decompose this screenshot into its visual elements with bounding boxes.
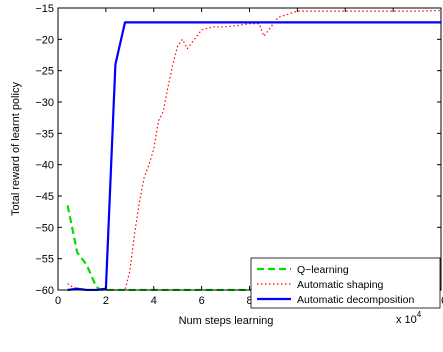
x-multiplier-base: x 10 xyxy=(396,314,417,326)
x-axis-label: Num steps learning xyxy=(179,315,274,327)
y-tick-label: −20 xyxy=(35,34,54,46)
y-tick-label: −60 xyxy=(35,285,54,297)
plot-area xyxy=(58,8,441,290)
x-multiplier-exponent: 4 xyxy=(417,310,422,319)
y-tick-label: −40 xyxy=(35,160,54,172)
y-tick-label: −45 xyxy=(35,191,54,203)
legend-label-3: Automatic decomposition xyxy=(297,294,414,306)
y-tick-label: −25 xyxy=(35,66,54,78)
x-tick-label: 6 xyxy=(199,295,205,307)
y-tick-label: −15 xyxy=(35,3,54,15)
x-tick-label: 2 xyxy=(103,295,109,307)
y-tick-label: −35 xyxy=(35,128,54,140)
y-axis-label: Total reward of learnt policy xyxy=(10,82,22,216)
series-line-2 xyxy=(67,9,441,291)
legend-label-1: Q−learning xyxy=(297,264,349,276)
y-tick-label: −55 xyxy=(35,254,54,266)
x-tick-label: 4 xyxy=(151,295,157,307)
y-tick-label: −30 xyxy=(35,97,54,109)
x-tick-label: 8 xyxy=(246,295,252,307)
x-tick-label: 0 xyxy=(55,295,61,307)
legend-label-2: Automatic shaping xyxy=(297,279,384,291)
legend: Q−learning Automatic shaping Automatic dec… xyxy=(250,257,441,309)
x-multiplier-label: x 104 xyxy=(396,310,422,326)
y-tick-label: −50 xyxy=(35,222,54,234)
